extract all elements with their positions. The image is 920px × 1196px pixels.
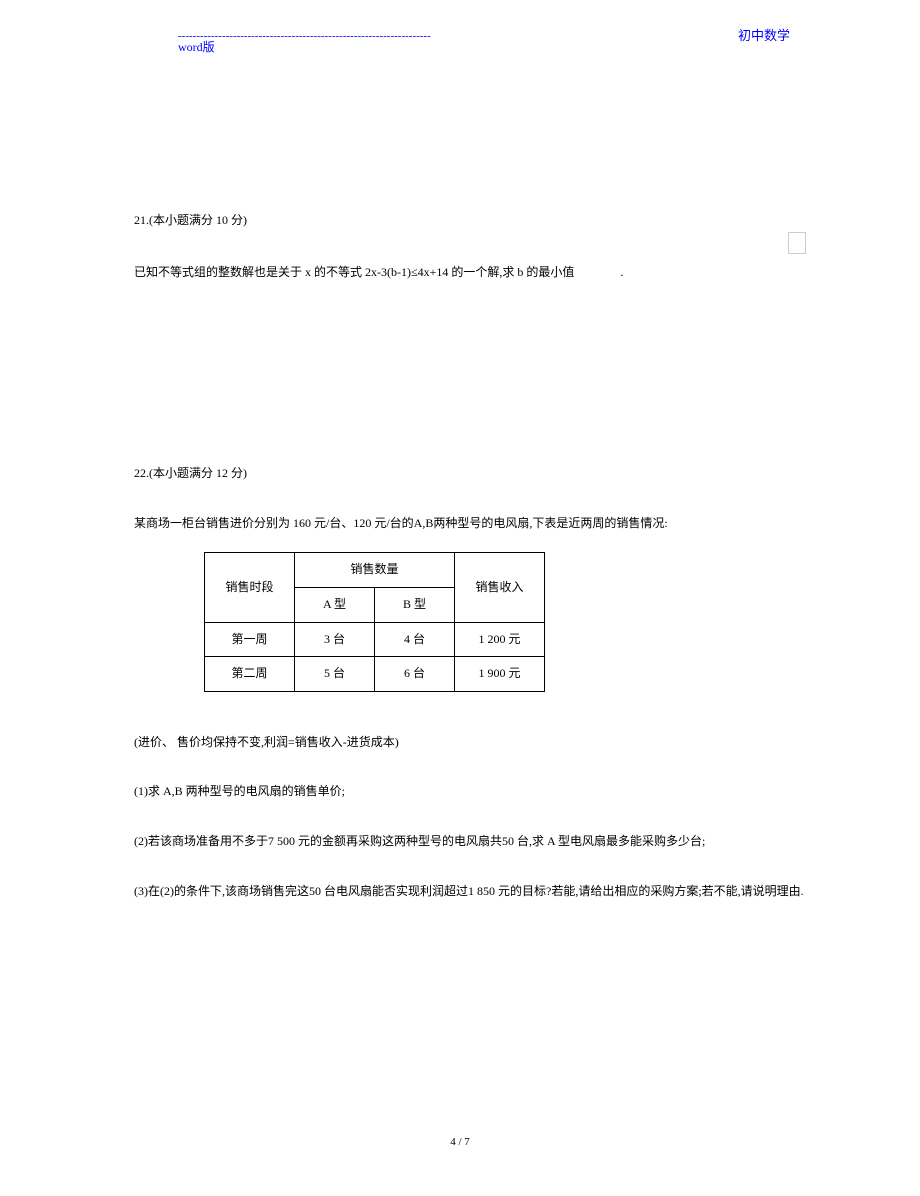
q21-title: 21.(本小题满分 10 分) xyxy=(134,210,814,232)
sales-table: 销售时段 销售数量 销售收入 A 型 B 型 第一周 3 台 4 台 1 200… xyxy=(204,552,545,691)
cell-income: 1 200 元 xyxy=(455,622,545,657)
page-number: 4 / 7 xyxy=(0,1136,920,1148)
q21-placeholder-box xyxy=(788,232,806,254)
cell-income: 1 900 元 xyxy=(455,657,545,692)
table-row: 第二周 5 台 6 台 1 900 元 xyxy=(205,657,545,692)
cell-time: 第一周 xyxy=(205,622,295,657)
q22-sub3: (3)在(2)的条件下,该商场销售完这50 台电风扇能否实现利润超过1 850 … xyxy=(134,881,814,903)
q22-title: 22.(本小题满分 12 分) xyxy=(134,463,814,485)
header-time: 销售时段 xyxy=(205,553,295,622)
header-right-label: 初中数学 xyxy=(738,25,790,44)
table-header-row-1: 销售时段 销售数量 销售收入 xyxy=(205,553,545,588)
q21-text: 已知不等式组的整数解也是关于 x 的不等式 2x-3(b-1)≤4x+14 的一… xyxy=(134,262,814,284)
q22-sub2: (2)若该商场准备用不多于7 500 元的金额再采购这两种型号的电风扇共50 台… xyxy=(134,831,814,853)
cell-a: 5 台 xyxy=(295,657,375,692)
header-dashes: ----------------------------------------… xyxy=(178,30,748,42)
cell-b: 4 台 xyxy=(375,622,455,657)
header-left-label: word版 xyxy=(178,38,215,55)
q21-body: 已知不等式组的整数解也是关于 x 的不等式 2x-3(b-1)≤4x+14 的一… xyxy=(134,265,574,279)
cell-b: 6 台 xyxy=(375,657,455,692)
q22-sub1: (1)求 A,B 两种型号的电风扇的销售单价; xyxy=(134,781,814,803)
cell-time: 第二周 xyxy=(205,657,295,692)
table-row: 第一周 3 台 4 台 1 200 元 xyxy=(205,622,545,657)
header-type-b: B 型 xyxy=(375,587,455,622)
header-type-a: A 型 xyxy=(295,587,375,622)
q22-intro: 某商场一柜台销售进价分别为 160 元/台、120 元/台的A,B两种型号的电风… xyxy=(134,513,814,535)
q21-period: . xyxy=(620,265,623,279)
page-content: 21.(本小题满分 10 分) 已知不等式组的整数解也是关于 x 的不等式 2x… xyxy=(134,210,814,930)
header-income: 销售收入 xyxy=(455,553,545,622)
header-quantity: 销售数量 xyxy=(295,553,455,588)
cell-a: 3 台 xyxy=(295,622,375,657)
q22-note: (进价、 售价均保持不变,利润=销售收入-进货成本) xyxy=(134,732,814,754)
